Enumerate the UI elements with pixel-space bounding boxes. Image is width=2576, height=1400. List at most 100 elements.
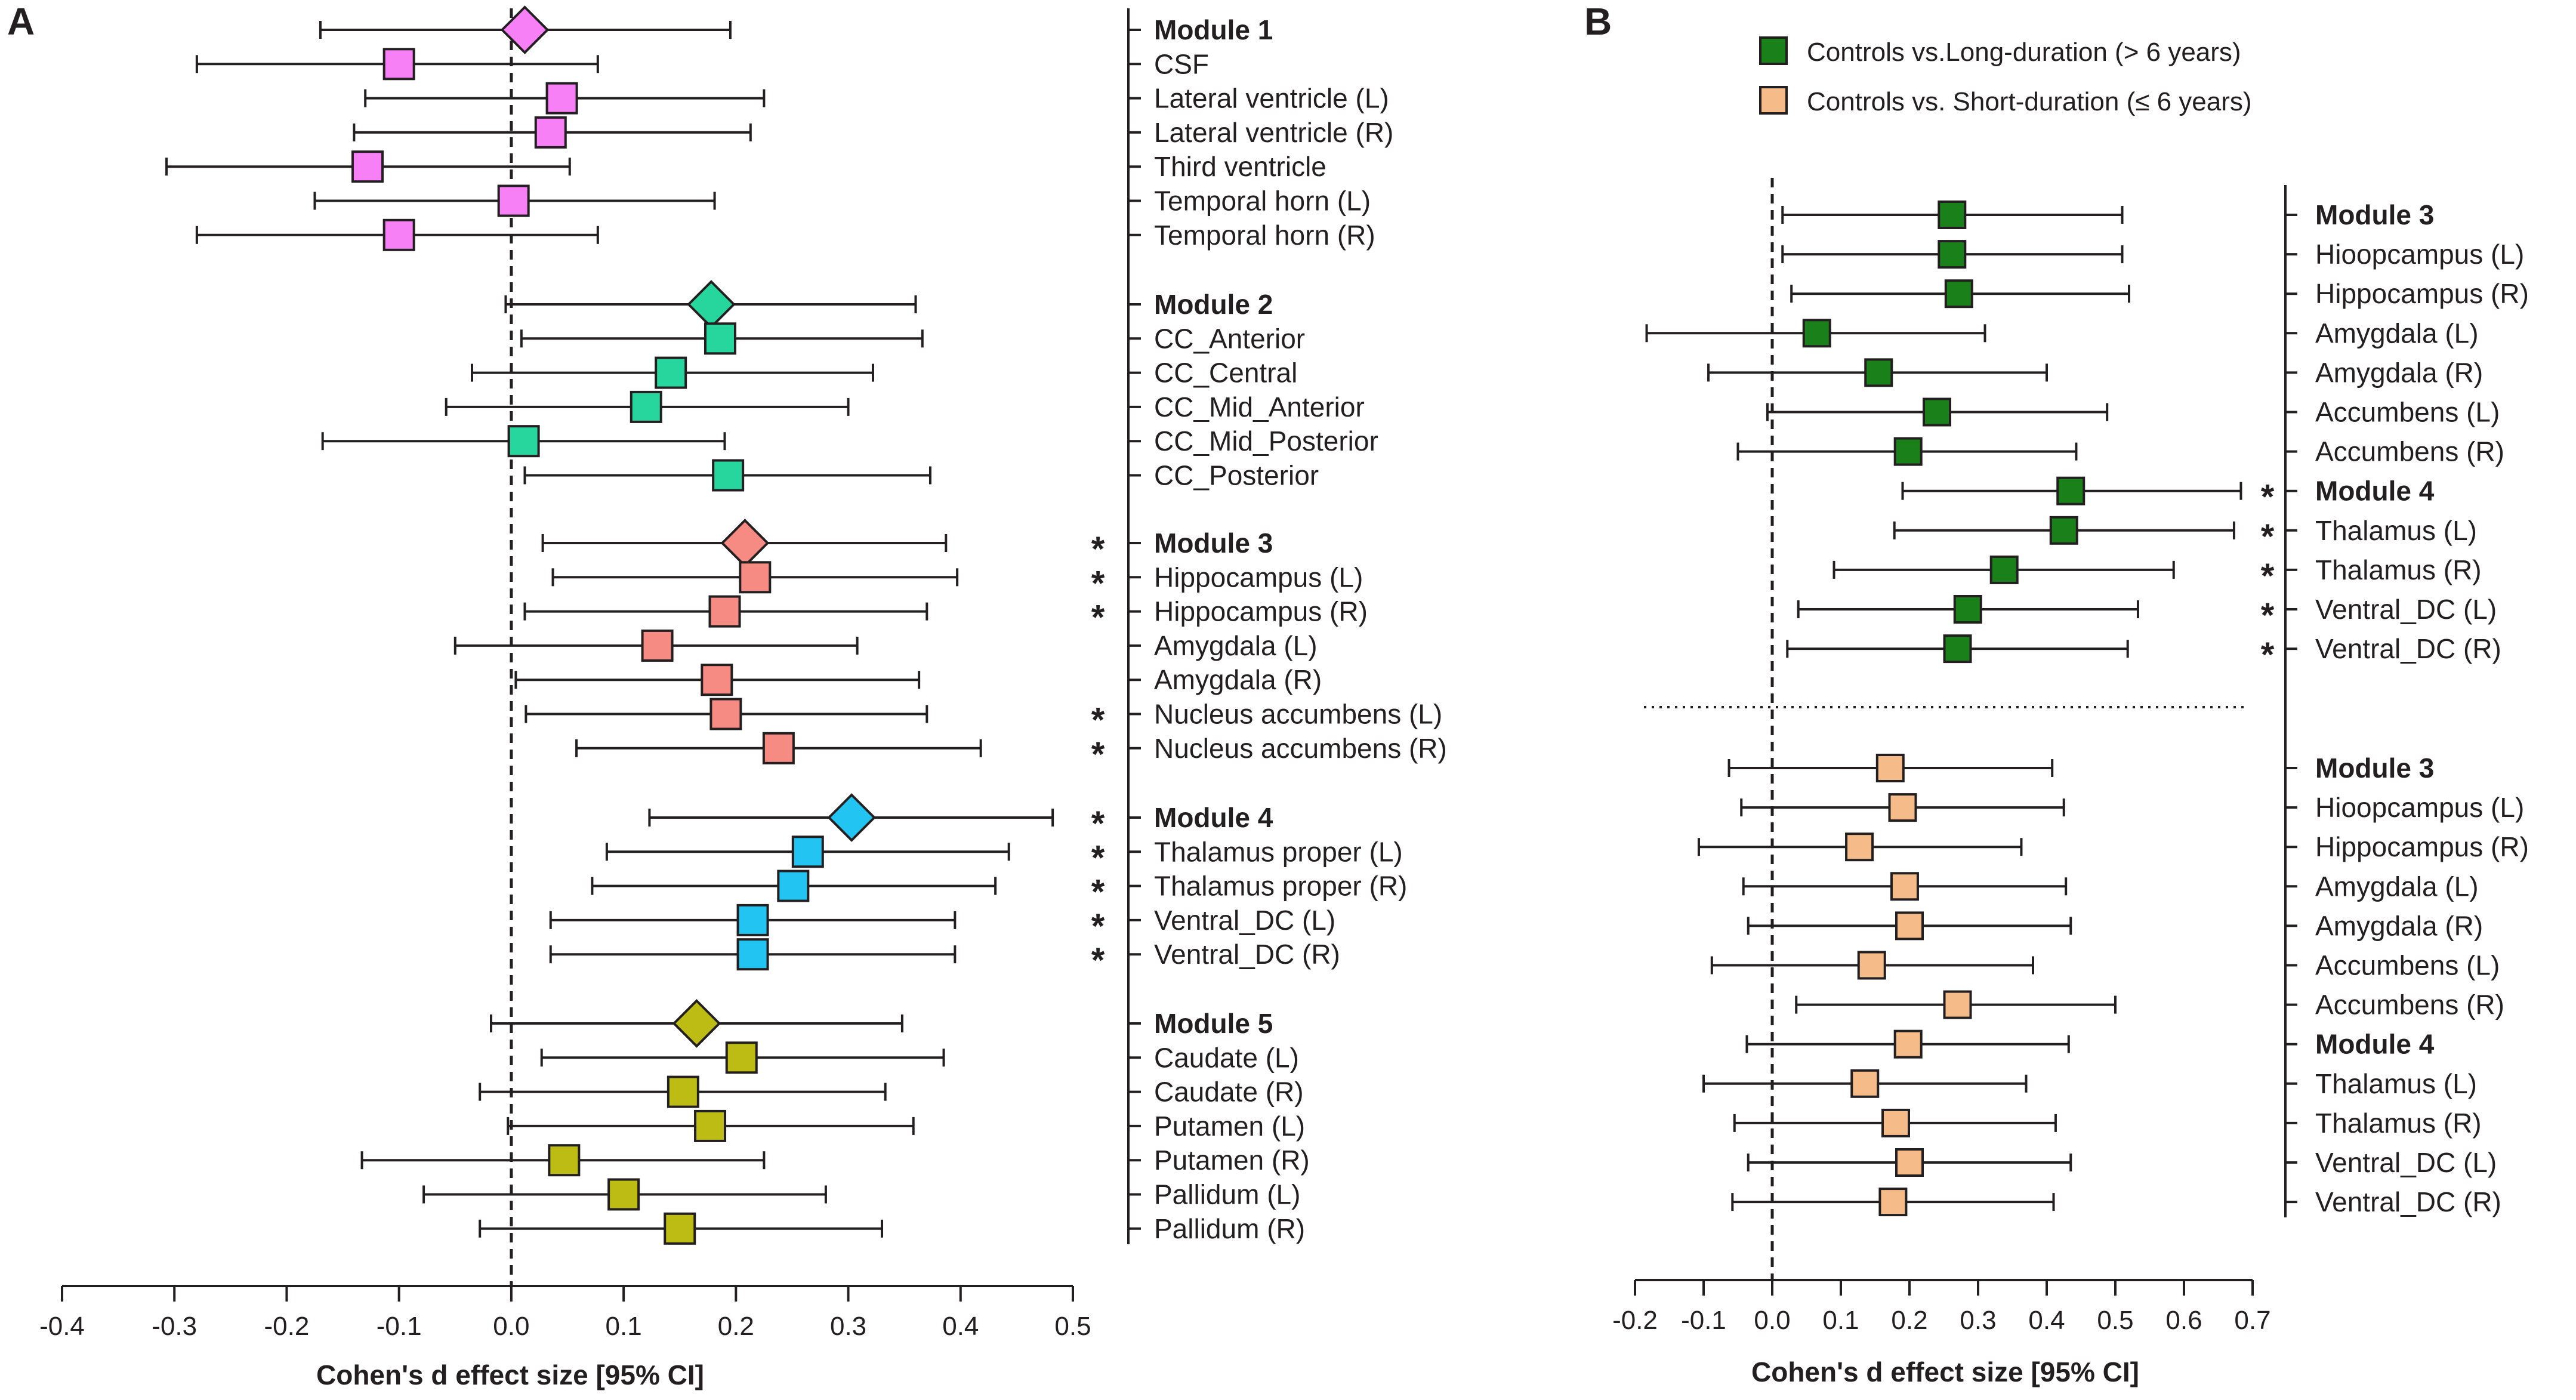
panel-b-row-module-4: Module 4 <box>1745 1029 2435 1060</box>
panel-b-row-amygdala-r: Amygdala (R) <box>1707 357 2483 388</box>
row-label: Hippocampus (R) <box>1154 596 1368 627</box>
panel-b-row-accumbens-l: Accumbens (L) <box>1766 397 2500 428</box>
panel-a-row-lateral-ventricle-l: Lateral ventricle (L) <box>364 82 1389 115</box>
panel-a-row-caudate-r: Caudate (R) <box>479 1075 1304 1108</box>
panel-a-row-caudate-l: Caudate (L) <box>540 1041 1299 1074</box>
panel-a-row-module-4: Module 4 * <box>648 793 1273 843</box>
row-label: Module 4 <box>2315 476 2435 507</box>
row-label: Accumbens (R) <box>2315 989 2504 1020</box>
panel-a-row-hippocampus-r: Hippocampus (R) * <box>523 595 1368 637</box>
effect-square-marker <box>1878 1188 1908 1217</box>
effect-square-marker <box>1943 990 1972 1019</box>
row-label: Lateral ventricle (R) <box>1154 117 1393 148</box>
effect-square-marker <box>1938 201 1967 229</box>
row-label: Module 3 <box>1154 528 1273 559</box>
effect-square-marker <box>709 698 742 730</box>
panel-a-row-pallidum-r: Pallidum (R) <box>479 1212 1305 1245</box>
effect-square-marker <box>1857 951 1886 980</box>
panel-a-x-tick-label: 0.0 <box>493 1312 529 1341</box>
effect-square-marker <box>1875 754 1905 782</box>
panel-b-row-accumbens-l: Accumbens (L) <box>1710 950 2500 981</box>
panel-a-x-tick-label: 0.1 <box>606 1312 642 1341</box>
effect-square-marker <box>791 835 824 868</box>
legend: Controls vs.Long-duration (> 6 years) Co… <box>1759 36 2252 116</box>
effect-diamond-marker <box>687 280 736 329</box>
panel-a-row-thalamus-proper-r: Thalamus proper (R) * <box>591 869 1407 912</box>
row-label: Module 4 <box>2315 1029 2435 1060</box>
effect-square-marker <box>701 664 733 696</box>
panel-a-row-third-ventricle: Third ventricle <box>165 150 1326 183</box>
panel-b-x-tick-label: 0.4 <box>2028 1306 2065 1335</box>
row-label: CC_Posterior <box>1154 460 1319 491</box>
effect-square-marker <box>655 356 687 389</box>
effect-square-marker <box>1895 1148 1924 1177</box>
effect-square-marker <box>534 116 567 149</box>
effect-square-marker <box>545 82 578 115</box>
row-label: Module 4 <box>1154 802 1273 833</box>
panel-b-row-hippocampus-r: Hippocampus (R) <box>1790 278 2529 309</box>
effect-square-marker <box>1890 872 1919 901</box>
effect-square-marker <box>382 218 415 251</box>
panel-b-row-amygdala-r: Amygdala (R) <box>1747 910 2483 941</box>
row-label: Hippocampus (L) <box>1154 562 1363 593</box>
effect-square-marker <box>2049 516 2078 545</box>
panel-b-row-hioopcampus-l: Hioopcampus (L) <box>1781 239 2524 270</box>
effect-square-marker <box>704 322 736 355</box>
effect-square-marker <box>1850 1069 1880 1098</box>
panel-a-row-cc-mid-anterior: CC_Mid_Anterior <box>445 390 1365 423</box>
panel-b-row-thalamus-l: Thalamus (L) <box>1702 1068 2477 1099</box>
panel-a-x-tick-label: 0.5 <box>1054 1312 1091 1341</box>
panel-a-row-cc-central: CC_Central <box>471 356 1297 389</box>
panel-a-row-module-5: Module 5 <box>490 999 1273 1048</box>
row-label: CC_Anterior <box>1154 323 1305 354</box>
row-label: Ventral_DC (L) <box>2315 1147 2497 1178</box>
panel-a-x-tick-label: -0.1 <box>377 1312 422 1341</box>
effect-square-marker <box>607 1178 640 1211</box>
effect-square-marker <box>739 561 772 594</box>
row-label: Hippocampus (R) <box>2315 831 2529 862</box>
row-label: Hioopcampus (L) <box>2315 239 2524 270</box>
effect-square-marker <box>351 150 384 183</box>
panel-b-series-long-duration: Module 3 Hioopcampus (L) Hippocampus (R) Am… <box>1645 199 2529 674</box>
row-label: Module 1 <box>1154 14 1273 45</box>
effect-diamond-marker <box>500 5 550 54</box>
effect-square-marker <box>1893 1029 1923 1059</box>
panel-b-row-ventral-dc-l: Ventral_DC (L) * <box>1797 594 2497 635</box>
panel-b-row-hippocampus-r: Hippocampus (R) <box>1697 831 2529 862</box>
panel-b-x-tick-label: -0.2 <box>1612 1306 1658 1335</box>
panel-a-x-tick-label: -0.2 <box>264 1312 310 1341</box>
panel-b-x-tick-label: 0.6 <box>2165 1306 2202 1335</box>
legend-label-short-duration: Controls vs. Short-duration (≤ 6 years) <box>1807 87 2252 116</box>
legend-swatch-short-duration <box>1759 86 1788 115</box>
panel-b-x-axis-label: Cohen's d effect size [95% CI] <box>1751 1356 2139 1387</box>
effect-square-marker <box>712 459 745 492</box>
row-label: Module 2 <box>1154 289 1273 320</box>
panel-b-row-ventral-dc-r: Ventral_DC (R) * <box>1786 633 2501 674</box>
significance-star: * <box>2261 596 2275 635</box>
row-label: Lateral ventricle (L) <box>1154 83 1389 114</box>
row-label: Amygdala (R) <box>1154 664 1322 695</box>
row-label: Putamen (R) <box>1154 1145 1310 1176</box>
row-label: CC_Mid_Anterior <box>1154 391 1365 423</box>
significance-star: * <box>1091 804 1105 843</box>
panel-a-row-lateral-ventricle-r: Lateral ventricle (R) <box>353 116 1393 149</box>
row-label: Third ventricle <box>1154 151 1326 182</box>
effect-square-marker <box>548 1144 581 1177</box>
row-label: Thalamus (R) <box>2315 1108 2482 1139</box>
panel-a-row-amygdala-r: Amygdala (R) <box>514 664 1322 696</box>
panel-b-row-thalamus-r: Thalamus (R) <box>1733 1108 2482 1139</box>
panel-b-series-short-duration: Module 3 Hioopcampus (L) Hippocampus (R) Am… <box>1697 753 2529 1217</box>
panel-a-row-module-3: Module 3 * <box>541 519 1273 569</box>
legend-swatch-long-duration <box>1759 36 1788 65</box>
panel-a-row-nucleus-accumbens-r: Nucleus accumbens (R) * <box>575 732 1447 774</box>
row-label: Ventral_DC (R) <box>2315 1186 2501 1217</box>
row-label: CC_Central <box>1154 357 1297 388</box>
panel-b-x-tick-label: -0.1 <box>1681 1306 1726 1335</box>
row-label: Accumbens (L) <box>2315 397 2500 428</box>
row-label: Amygdala (L) <box>1154 630 1318 661</box>
significance-star: * <box>1091 564 1105 603</box>
panel-a-row-hippocampus-l: Hippocampus (L) * <box>551 561 1363 603</box>
panel-b-x-tick-label: 0.2 <box>1891 1306 1927 1335</box>
effect-square-marker <box>2056 476 2086 505</box>
